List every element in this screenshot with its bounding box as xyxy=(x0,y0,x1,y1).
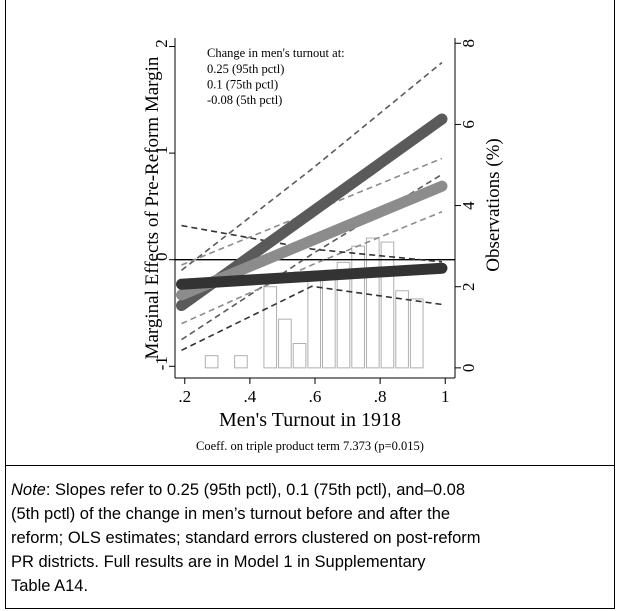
separator xyxy=(5,465,615,466)
figure-frame xyxy=(5,0,615,609)
y2-tick-label: 4 xyxy=(459,201,478,210)
histogram-bar xyxy=(409,298,424,369)
note: Note: Slopes refer to 0.25 (95th pctl), … xyxy=(11,478,613,598)
y2-tick-label: 2 xyxy=(459,282,478,291)
effect-line xyxy=(176,262,448,290)
histogram-bar xyxy=(278,318,292,369)
legend-entry: 0.1 (75th pctl) xyxy=(207,78,278,92)
note-text: Table A14. xyxy=(11,577,89,595)
confidence-bound xyxy=(181,210,443,325)
note-line: Table A14. xyxy=(11,574,613,598)
legend-title: Change in men's turnout at: xyxy=(207,46,345,60)
x-tick-label: .6 xyxy=(309,387,322,406)
note-text: (5th pctl) of the change in men’s turnou… xyxy=(11,505,451,523)
y-tick-label: 0 xyxy=(152,252,171,261)
x-tick-label: .8 xyxy=(374,387,387,406)
y2-tick-label: 6 xyxy=(459,120,478,129)
confidence-bound xyxy=(181,285,443,352)
histogram-bar xyxy=(292,343,307,369)
histogram-bar xyxy=(263,286,278,369)
note-line: Note: Slopes refer to 0.25 (95th pctl), … xyxy=(11,478,613,502)
confidence-bound xyxy=(181,61,443,271)
note-text: reform; OLS estimates; standard errors c… xyxy=(11,529,481,547)
x-axis-title: Men's Turnout in 1918 xyxy=(219,409,401,431)
y-axis-title: Marginal Effects of Pre-Reform Margin xyxy=(142,56,163,359)
note-line: PR districts. Full results are in Model … xyxy=(11,550,613,574)
histogram-bar xyxy=(380,241,395,369)
histogram-bar xyxy=(307,274,322,369)
note-line: reform; OLS estimates; standard errors c… xyxy=(11,526,613,550)
histogram-bar xyxy=(351,245,365,369)
note-text: : Slopes refer to 0.25 (95th pctl), 0.1 … xyxy=(45,481,466,499)
x-tick-label: 1 xyxy=(441,387,450,406)
note-label: Note xyxy=(11,481,46,499)
histogram-bar xyxy=(395,290,409,369)
y2-axis-title: Observations (%) xyxy=(483,138,504,272)
y2-tick-label: 0 xyxy=(459,364,478,373)
y-tick-label: 2 xyxy=(152,39,171,48)
note-line: (5th pctl) of the change in men’s turnou… xyxy=(11,502,613,526)
y-tick-label: 1 xyxy=(152,146,171,155)
confidence-bound xyxy=(181,173,443,341)
caption: Coeff. on triple product term 7.373 (p=0… xyxy=(196,439,424,453)
y2-tick-label: 8 xyxy=(459,39,478,48)
chart: -1 0 1 2 0 2 4 6 8 .2 .4 .6 .8 1 Change in men's turno… xyxy=(142,38,504,453)
x-tick-label: .2 xyxy=(178,387,191,406)
legend-entry: 0.25 (95th pctl) xyxy=(207,62,284,76)
note-text: PR districts. Full results are in Model … xyxy=(11,553,426,571)
histogram-bar xyxy=(365,237,380,369)
y-tick-label: -1 xyxy=(152,356,171,370)
legend-entry: -0.08 (5th pctl) xyxy=(207,93,282,107)
x-tick-label: .4 xyxy=(244,387,257,406)
histogram-bar xyxy=(204,355,219,369)
histogram-bar xyxy=(234,355,248,369)
confidence-bound xyxy=(181,224,443,263)
histogram-bar xyxy=(336,261,351,369)
